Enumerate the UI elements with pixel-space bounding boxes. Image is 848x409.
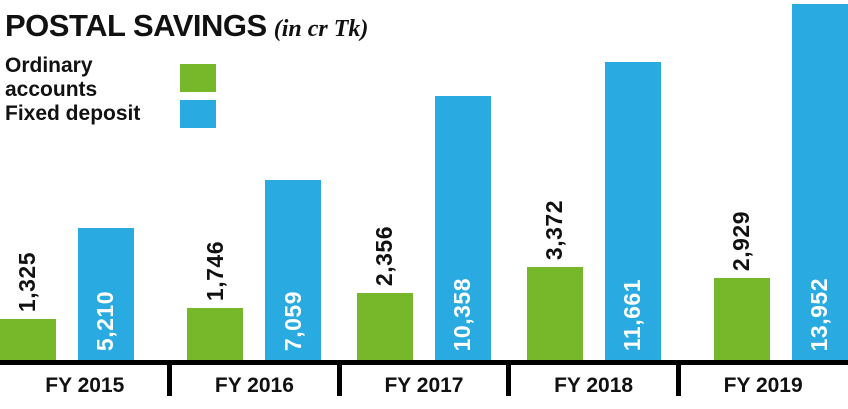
legend-label-fixed: Fixed deposit	[5, 102, 141, 125]
axis-tick-3	[506, 362, 512, 396]
bar-ordinary-fy-2018	[526, 267, 583, 361]
axis-label-fy-2015: FY 2015	[45, 374, 125, 397]
axis-cell-fy-2015: FY 2015	[0, 362, 173, 409]
bar-column-fixed-fy-2015: 5,210	[78, 0, 134, 361]
x-axis-labels: FY 2015 FY 2016 FY 2017 FY 2018 FY 2019	[0, 362, 848, 409]
bar-ordinary-fy-2019	[713, 278, 770, 361]
value-label-fixed-fy-2019: 13,952	[806, 277, 833, 351]
bar-fixed-fy-2018: 11,661	[604, 62, 661, 361]
bar-ordinary-fy-2016	[187, 308, 244, 361]
bar-ordinary-fy-2017	[356, 293, 413, 361]
value-label-ordinary-fy-2019: 2,929	[728, 210, 755, 271]
bar-column-ordinary-fy-2017: 2,356	[356, 0, 413, 361]
value-label-ordinary-fy-2016: 1,746	[201, 240, 228, 301]
x-axis-line	[0, 360, 848, 365]
legend: Ordinary accounts Fixed deposit	[5, 54, 216, 132]
bar-column-fixed-fy-2018: 11,661	[604, 0, 661, 361]
chart-title-row: POSTAL SAVINGS (in cr Tk)	[5, 8, 368, 44]
legend-item-ordinary: Ordinary accounts	[5, 54, 216, 101]
axis-cell-fy-2016: FY 2016	[170, 362, 342, 409]
legend-swatch-ordinary	[180, 64, 216, 92]
axis-cell-fy-2019: FY 2019	[678, 365, 848, 409]
axis-cell-fy-2018: FY 2018	[509, 362, 681, 409]
bar-column-fixed-fy-2017: 10,358	[434, 0, 491, 361]
legend-label-ordinary: Ordinary accounts	[5, 54, 98, 101]
value-label-ordinary-fy-2018: 3,372	[540, 199, 567, 260]
bar-group-fy-2016: 1,746 7,059	[170, 0, 340, 361]
bar-group-fy-2019: 2,929 13,952	[678, 0, 848, 361]
legend-item-fixed: Fixed deposit	[5, 96, 216, 132]
value-label-fixed-fy-2016: 7,059	[279, 290, 306, 351]
bar-fixed-fy-2015: 5,210	[78, 228, 134, 361]
bar-group-fy-2017: 2,356 10,358	[339, 0, 509, 361]
bar-column-ordinary-fy-2015: 1,325	[0, 0, 56, 361]
legend-swatch-fixed	[180, 100, 216, 128]
bar-column-ordinary-fy-2016: 1,746	[187, 0, 244, 361]
axis-tick-1	[167, 362, 173, 396]
chart-title: POSTAL SAVINGS	[5, 8, 267, 43]
axis-label-fy-2017: FY 2017	[384, 374, 464, 397]
bar-column-ordinary-fy-2018: 3,372	[526, 0, 583, 361]
bar-column-ordinary-fy-2019: 2,929	[713, 0, 770, 361]
value-label-fixed-fy-2015: 5,210	[92, 290, 119, 351]
value-label-ordinary-fy-2017: 2,356	[371, 225, 398, 286]
plot-area: 1,325 5,210 1,746 7,059 2,356 10,358 3,372 11,6…	[0, 0, 848, 361]
value-label-fixed-fy-2017: 10,358	[449, 277, 476, 351]
axis-tick-2	[336, 362, 342, 396]
value-label-ordinary-fy-2015: 1,325	[14, 251, 41, 312]
axis-label-fy-2016: FY 2016	[214, 374, 294, 397]
chart-subtitle: (in cr Tk)	[273, 16, 369, 42]
axis-cell-fy-2017: FY 2017	[339, 362, 512, 409]
bar-fixed-fy-2019: 13,952	[791, 4, 848, 361]
bar-group-fy-2015: 1,325 5,210	[0, 0, 170, 361]
bar-group-fy-2018: 3,372 11,661	[509, 0, 679, 361]
bar-fixed-fy-2016: 7,059	[265, 180, 322, 361]
bar-ordinary-fy-2015	[0, 319, 56, 361]
axis-label-fy-2018: FY 2018	[554, 374, 634, 397]
bar-column-fixed-fy-2019: 13,952	[791, 0, 848, 361]
bar-column-fixed-fy-2016: 7,059	[265, 0, 322, 361]
axis-label-fy-2019: FY 2019	[723, 374, 803, 397]
axis-tick-4	[675, 362, 681, 396]
value-label-fixed-fy-2018: 11,661	[618, 278, 645, 351]
bar-fixed-fy-2017: 10,358	[434, 96, 491, 361]
